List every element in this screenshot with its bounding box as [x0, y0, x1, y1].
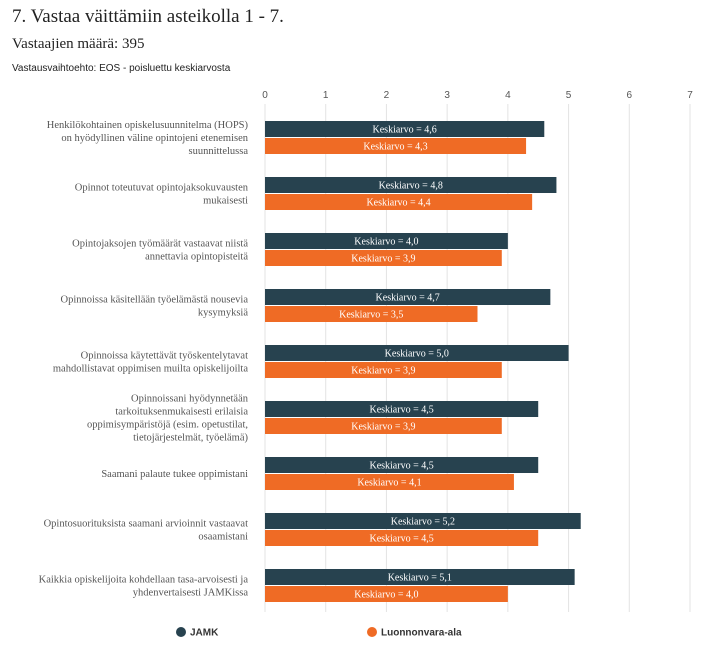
- bar: [265, 586, 508, 602]
- category-label: Kaikkia opiskelijoita kohdellaan tasa-ar…: [39, 575, 249, 599]
- category-label: Opintojaksojen työmäärät vastaavat niist…: [72, 239, 248, 263]
- data-label: Keskiarvo = 5,2: [391, 517, 455, 528]
- data-label: Keskiarvo = 4,7: [376, 293, 440, 304]
- data-label: Keskiarvo = 3,9: [351, 366, 415, 377]
- category-label-line: mahdollistavat oppimisen muilta opiskeli…: [53, 364, 248, 375]
- category-label: Opintosuorituksista saamani arvioinnit v…: [44, 519, 248, 543]
- x-tick-label: 7: [687, 90, 693, 101]
- category-label: Saamani palaute tukee oppimistani: [101, 469, 248, 480]
- category-label: Opinnoissa käytettävät työskentelytavat m…: [53, 351, 248, 375]
- data-label: Keskiarvo = 3,5: [339, 310, 403, 321]
- category-label-line: tarkoituksenmukaisesti erilaisia: [115, 407, 248, 418]
- category-label-line: Opintosuorituksista saamani arvioinnit v…: [44, 519, 248, 530]
- bar: [265, 569, 575, 585]
- bar: [265, 306, 478, 322]
- bar: [265, 530, 539, 546]
- x-tick-label: 6: [627, 90, 633, 101]
- category-label-line: Opinnot toteutuvat opintojaksokuvausten: [75, 183, 249, 194]
- data-label: Keskiarvo = 3,9: [351, 422, 415, 433]
- bar: [265, 474, 514, 490]
- category-label-line: Opinnoissa käsitellään työelämästä nouse…: [61, 295, 249, 306]
- category-label-line: on hyödyllinen väline opintojeni etenemi…: [61, 133, 248, 144]
- category-label-line: annettavia opintopisteitä: [145, 252, 248, 263]
- bar: [265, 233, 508, 249]
- x-tick-label: 5: [566, 90, 572, 101]
- category-label-line: tietojärjestelmät, työelämä): [133, 433, 248, 444]
- x-tick-label: 4: [505, 90, 511, 101]
- category-label-line: kysymyksiä: [198, 308, 249, 319]
- data-label: Keskiarvo = 4,5: [369, 534, 433, 545]
- x-tick-label: 0: [262, 90, 268, 101]
- category-label-line: Henkilökohtainen opiskelusuunnitelma (HO…: [47, 120, 249, 131]
- page-title: 7. Vastaa väittämiin asteikolla 1 - 7.: [12, 6, 284, 27]
- data-label: Keskiarvo = 4,5: [369, 461, 433, 472]
- category-label: Opinnoissani hyödynnetään tarkoituksenmuk…: [87, 394, 249, 444]
- data-label: Keskiarvo = 4,4: [366, 198, 430, 209]
- bar: [265, 121, 545, 137]
- category-label-line: suunnittelussa: [189, 146, 249, 157]
- category-label-line: Opinnoissa käytettävät työskentelytavat: [81, 351, 248, 362]
- bar: [265, 401, 539, 417]
- category-label-line: Kaikkia opiskelijoita kohdellaan tasa-ar…: [39, 575, 249, 586]
- answer-option-note: Vastausvaihtoehto: EOS - poisluettu kesk…: [12, 63, 231, 74]
- bar: [265, 362, 502, 378]
- bar: [265, 418, 502, 434]
- category-label-line: Saamani palaute tukee oppimistani: [101, 469, 248, 480]
- category-label-line: mukaisesti: [203, 196, 248, 207]
- data-label: Keskiarvo = 4,0: [354, 237, 418, 248]
- respondent-count: Vastaajien määrä: 395: [12, 36, 145, 52]
- category-label: Henkilökohtainen opiskelusuunnitelma (HO…: [47, 120, 249, 157]
- legend-label: JAMK: [190, 628, 219, 639]
- category-label: Opinnoissa käsitellään työelämästä nouse…: [61, 295, 249, 319]
- bar: [265, 345, 569, 361]
- x-tick-label: 1: [323, 90, 329, 101]
- x-tick-label: 3: [444, 90, 450, 101]
- category-label-line: Opinnoissani hyödynnetään: [131, 394, 249, 405]
- data-label: Keskiarvo = 3,9: [351, 254, 415, 265]
- data-label: Keskiarvo = 4,6: [373, 125, 437, 136]
- bar: [265, 457, 539, 473]
- category-label-line: osaamistani: [198, 532, 248, 543]
- bar: [265, 513, 581, 529]
- bar: [265, 194, 533, 210]
- data-label: Keskiarvo = 5,1: [388, 573, 452, 584]
- bar: [265, 177, 557, 193]
- data-label: Keskiarvo = 4,1: [357, 478, 421, 489]
- category-label-line: Opintojaksojen työmäärät vastaavat niist…: [72, 239, 248, 250]
- data-label: Keskiarvo = 4,5: [369, 405, 433, 416]
- legend-label: Luonnonvara-ala: [381, 628, 462, 639]
- bar: [265, 250, 502, 266]
- legend-marker: [176, 627, 186, 637]
- data-label: Keskiarvo = 4,8: [379, 181, 443, 192]
- x-tick-label: 2: [384, 90, 390, 101]
- data-label: Keskiarvo = 5,0: [385, 349, 449, 360]
- data-label: Keskiarvo = 4,0: [354, 590, 418, 601]
- data-label: Keskiarvo = 4,3: [363, 142, 427, 153]
- bar: [265, 138, 527, 154]
- legend-marker: [367, 627, 377, 637]
- bar: [265, 289, 551, 305]
- category-label-line: oppimisympäristöjä (esim. opetustilat,: [87, 420, 248, 431]
- category-label-line: yhdenvertaisesti JAMKissa: [133, 588, 249, 599]
- category-label: Opinnot toteutuvat opintojaksokuvausten m…: [75, 183, 249, 207]
